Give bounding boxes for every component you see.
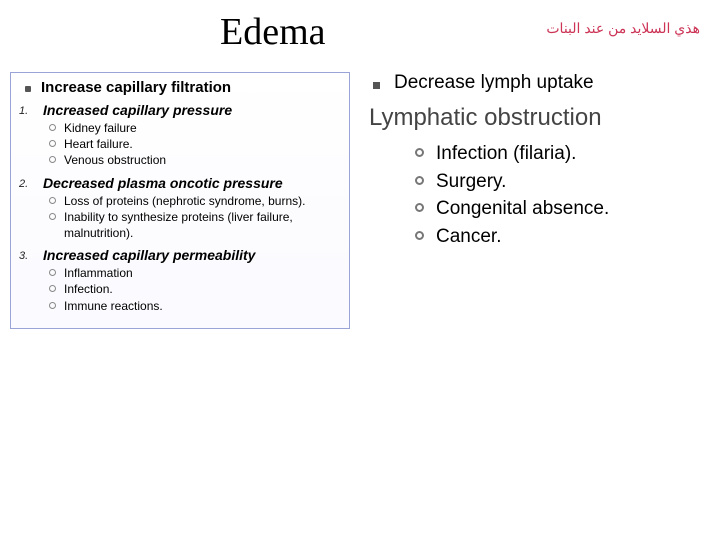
ring-icon [415, 203, 424, 212]
item-text: Heart failure. [64, 136, 133, 152]
right-title: Lymphatic obstruction [369, 104, 705, 132]
item-text: Kidney failure [64, 120, 137, 136]
section-number: 2. [19, 175, 43, 190]
list-item: Infection. [49, 281, 341, 297]
list-item: Kidney failure [49, 120, 341, 136]
item-text: Congenital absence. [436, 195, 609, 223]
section-title: Increased capillary permeability [43, 247, 255, 263]
ring-icon [49, 302, 56, 309]
section-sublist: Inflammation Infection. Immune reactions… [49, 265, 341, 314]
ring-icon [415, 231, 424, 240]
right-header-row: Decrease lymph uptake [365, 72, 705, 94]
list-item: Inability to synthesize proteins (liver … [49, 209, 341, 241]
bullet-icon [373, 82, 380, 89]
section-title: Decreased plasma oncotic pressure [43, 175, 283, 191]
item-text: Infection (filaria). [436, 140, 576, 168]
item-text: Immune reactions. [64, 298, 163, 314]
item-text: Cancer. [436, 223, 501, 251]
list-item: Inflammation [49, 265, 341, 281]
ring-icon [415, 176, 424, 185]
item-text: Venous obstruction [64, 152, 166, 168]
ring-icon [49, 140, 56, 147]
section-sublist: Loss of proteins (nephrotic syndrome, bu… [49, 193, 341, 242]
section-row: 2. Decreased plasma oncotic pressure [19, 175, 341, 191]
list-item: Heart failure. [49, 136, 341, 152]
left-header-row: Increase capillary filtration [19, 79, 341, 96]
list-item: Congenital absence. [415, 195, 705, 223]
section-number: 3. [19, 247, 43, 262]
ring-icon [49, 124, 56, 131]
left-column: Increase capillary filtration 1. Increas… [10, 72, 350, 329]
item-text: Loss of proteins (nephrotic syndrome, bu… [64, 193, 305, 209]
section-row: 3. Increased capillary permeability [19, 247, 341, 263]
right-column: Decrease lymph uptake Lymphatic obstruct… [365, 72, 705, 250]
list-item: Loss of proteins (nephrotic syndrome, bu… [49, 193, 341, 209]
arabic-note: هذي السلايد من عند البنات [546, 20, 700, 37]
section-title: Increased capillary pressure [43, 102, 232, 118]
list-item: Cancer. [415, 223, 705, 251]
item-text: Inability to synthesize proteins (liver … [64, 209, 341, 241]
list-item: Immune reactions. [49, 298, 341, 314]
ring-icon [49, 213, 56, 220]
ring-icon [49, 197, 56, 204]
left-header: Increase capillary filtration [41, 79, 231, 96]
right-list: Infection (filaria). Surgery. Congenital… [415, 140, 705, 250]
ring-icon [415, 148, 424, 157]
list-item: Surgery. [415, 168, 705, 196]
section-number: 1. [19, 102, 43, 117]
bullet-icon [25, 86, 31, 92]
page-title: Edema [220, 10, 326, 54]
ring-icon [49, 269, 56, 276]
item-text: Inflammation [64, 265, 133, 281]
list-item: Venous obstruction [49, 152, 341, 168]
item-text: Surgery. [436, 168, 506, 196]
list-item: Infection (filaria). [415, 140, 705, 168]
ring-icon [49, 156, 56, 163]
section-row: 1. Increased capillary pressure [19, 102, 341, 118]
right-header: Decrease lymph uptake [394, 72, 594, 94]
item-text: Infection. [64, 281, 113, 297]
ring-icon [49, 285, 56, 292]
section-sublist: Kidney failure Heart failure. Venous obs… [49, 120, 341, 169]
